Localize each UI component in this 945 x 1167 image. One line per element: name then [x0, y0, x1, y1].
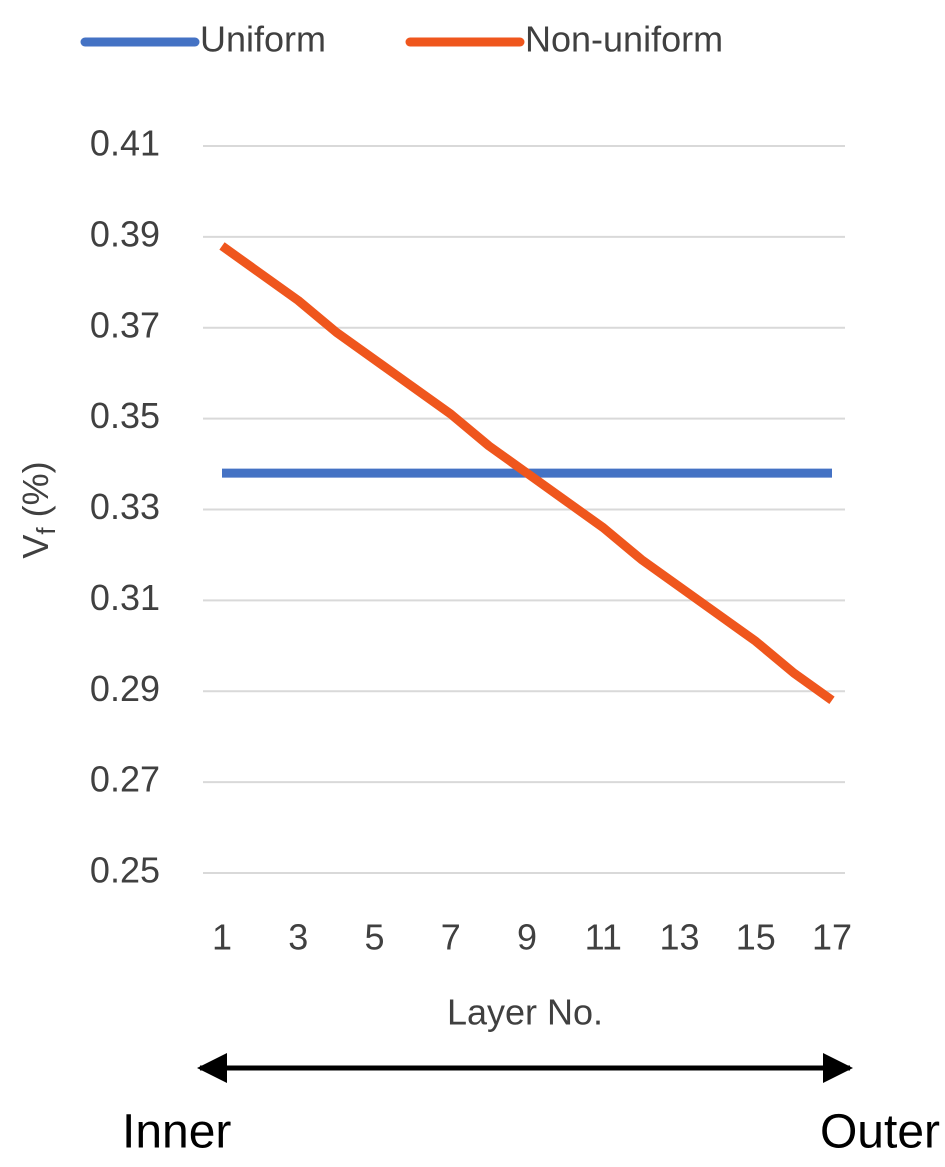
annotation: Outer [820, 1106, 940, 1159]
legend-label: Non-uniform [525, 19, 723, 60]
x-tick-label: 15 [736, 917, 776, 958]
x-tick-label: 5 [364, 917, 384, 958]
y-tick-label: 0.37 [90, 304, 160, 345]
y-label-subscript: f [31, 527, 61, 535]
y-tick-label: 0.25 [90, 850, 160, 891]
y-tick-label: 0.39 [90, 213, 160, 254]
x-tick-label: 17 [812, 917, 852, 958]
y-tick-label: 0.35 [90, 395, 160, 436]
x-tick-label: 1 [212, 917, 232, 958]
y-label-main: V [15, 535, 56, 559]
y-tick-label: 0.31 [90, 577, 160, 618]
x-axis-label: Layer No. [447, 992, 603, 1033]
annotation: Inner [122, 1106, 231, 1159]
y-tick-label: 0.33 [90, 486, 160, 527]
y-tick-label: 0.41 [90, 123, 160, 164]
x-tick-label: 7 [441, 917, 461, 958]
legend-label: Uniform [200, 19, 326, 60]
x-tick-label: 3 [288, 917, 308, 958]
y-tick-label: 0.29 [90, 668, 160, 709]
y-tick-label: 0.27 [90, 759, 160, 800]
x-tick-label: 11 [585, 917, 622, 958]
y-axis-label: Vf (%) [15, 461, 61, 558]
x-tick-label: 13 [659, 917, 699, 958]
y-label-unit: (%) [15, 461, 56, 517]
x-tick-label: 9 [517, 917, 537, 958]
data-line [219, 242, 835, 704]
